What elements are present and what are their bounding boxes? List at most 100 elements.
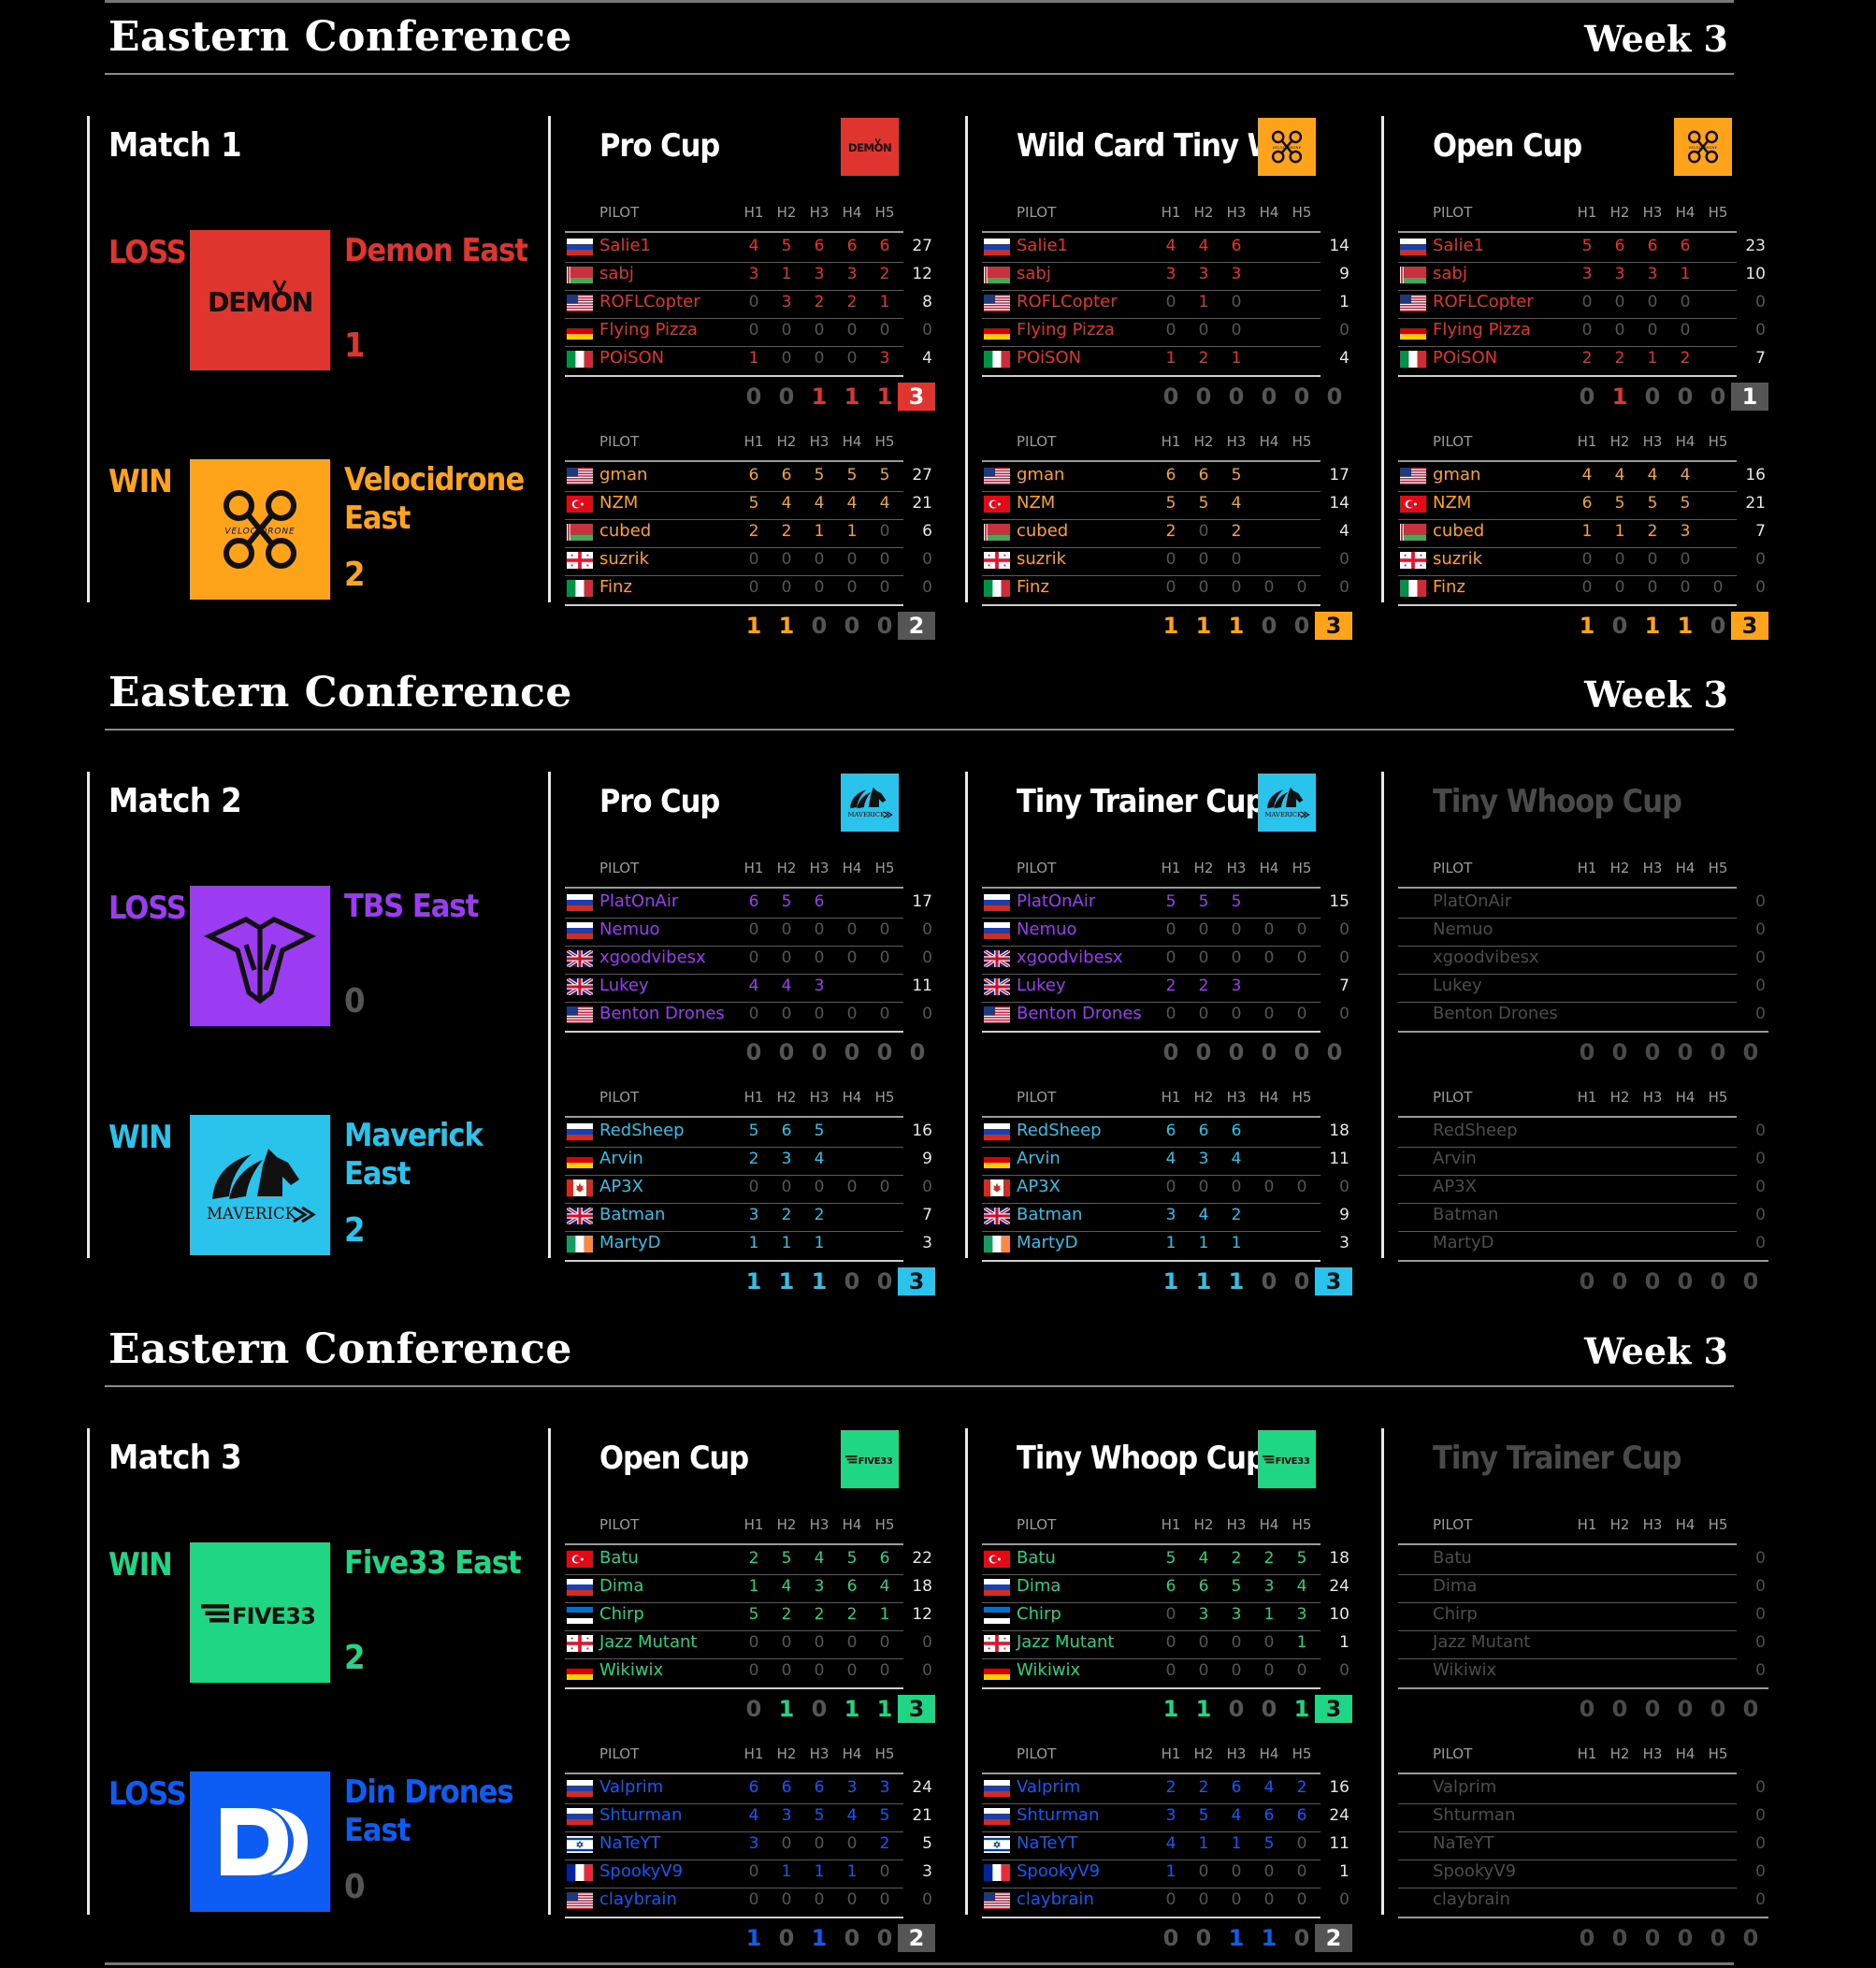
cup-score: 0 xyxy=(1742,1268,1759,1295)
heat-points: 3 xyxy=(814,265,825,283)
row-divider xyxy=(565,1231,903,1232)
total-points: 12 xyxy=(912,265,932,283)
pilot-name: Wikiwix xyxy=(1017,1660,1081,1680)
heat-column-header: H1 xyxy=(743,1516,764,1533)
row-divider xyxy=(1398,491,1737,492)
pilot-name: POiSON xyxy=(1433,348,1498,368)
cup-score-box: 3 xyxy=(1315,612,1352,640)
heat-points: 1 xyxy=(814,522,825,541)
total-points: 17 xyxy=(1329,466,1349,485)
heat-points: 4 xyxy=(748,237,759,255)
total-points: 0 xyxy=(1339,920,1349,939)
row-divider xyxy=(565,918,903,919)
heat-points: 0 xyxy=(781,1661,792,1680)
team-score: 2 xyxy=(344,1639,366,1677)
cup-score-box: 3 xyxy=(1315,1695,1352,1723)
flag-by-icon xyxy=(984,267,1010,283)
pilot-column-header: PILOT xyxy=(1017,204,1057,221)
heat-points: 0 xyxy=(1263,1633,1275,1652)
total-points: 16 xyxy=(1329,1778,1349,1797)
heat-column-header: H4 xyxy=(842,1089,862,1106)
team-score: 1 xyxy=(344,326,366,365)
heat-points: 2 xyxy=(1165,977,1176,995)
heat-result: 1 xyxy=(1162,1696,1179,1722)
heat-points: 5 xyxy=(1198,494,1209,513)
flag-ru-icon xyxy=(984,894,1010,911)
heat-points: 4 xyxy=(879,1577,890,1596)
heat-column-header: H3 xyxy=(1226,860,1247,876)
column-divider xyxy=(87,1428,90,1915)
flag-ee-icon xyxy=(984,1607,1010,1624)
heat-result: 0 xyxy=(778,1925,795,1951)
svg-text:MAVERICK: MAVERICK xyxy=(1264,811,1302,818)
table-bottom-line xyxy=(1398,375,1737,377)
pilot-name: gman xyxy=(1433,465,1481,485)
heat-column-header: H1 xyxy=(1577,860,1597,876)
pilot-name: claybrain xyxy=(599,1889,677,1909)
heat-points: 4 xyxy=(1296,1577,1307,1596)
heat-points: 0 xyxy=(1263,1890,1275,1909)
cup-score: 0 xyxy=(1326,383,1343,410)
heat-points: 0 xyxy=(1263,948,1275,967)
heat-points: 0 xyxy=(1581,321,1593,340)
din-logo xyxy=(190,1772,330,1912)
heat-points: 3 xyxy=(1198,1605,1209,1624)
heat-points: 3 xyxy=(1680,522,1691,541)
total-points: 0 xyxy=(1755,1549,1766,1568)
heat-result: 1 xyxy=(811,383,828,410)
row-divider xyxy=(565,346,903,347)
pilot-name: Flying Pizza xyxy=(1017,320,1115,340)
total-points: 6 xyxy=(922,522,932,541)
heat-points: 3 xyxy=(781,1150,792,1168)
heat-points: 0 xyxy=(1680,293,1691,311)
pilot-name: Nemuo xyxy=(599,919,660,939)
heat-points: 1 xyxy=(1581,522,1593,541)
svg-text:FIVE33: FIVE33 xyxy=(1276,1456,1310,1467)
heat-points: 2 xyxy=(1165,1778,1176,1797)
pilot-name: Flying Pizza xyxy=(599,320,698,340)
heat-points: 5 xyxy=(814,466,825,485)
row-divider xyxy=(565,1147,903,1148)
row-divider xyxy=(565,1859,903,1860)
heat-points: 5 xyxy=(1165,892,1176,911)
heat-points: 1 xyxy=(781,1234,792,1252)
heat-result: 0 xyxy=(1162,1925,1179,1951)
flag-ru-icon xyxy=(567,239,593,255)
table-header-line xyxy=(565,1773,903,1774)
table-bottom-line xyxy=(982,1687,1320,1689)
total-points: 14 xyxy=(1329,237,1349,255)
cup-score-box: 3 xyxy=(1731,612,1768,640)
table-bottom-line xyxy=(565,604,903,606)
heat-points: 0 xyxy=(1231,920,1242,939)
total-points: 11 xyxy=(1329,1150,1349,1168)
total-points: 0 xyxy=(1755,578,1766,597)
heat-points: 0 xyxy=(1231,1178,1242,1196)
flag-ge-icon xyxy=(984,1635,1010,1652)
heat-points: 4 xyxy=(1198,1206,1209,1224)
heat-points: 0 xyxy=(879,1862,890,1881)
flag-gb-icon xyxy=(982,977,1012,997)
five33-cup-logo: FIVE33 xyxy=(1258,1430,1316,1488)
heat-points: 0 xyxy=(1581,578,1593,597)
heat-points: 4 xyxy=(814,1549,825,1568)
flag-it-icon xyxy=(1400,580,1426,597)
heat-result: 0 xyxy=(876,1925,893,1951)
heat-result: 1 xyxy=(778,1268,795,1295)
bottom-border xyxy=(105,1962,1734,1965)
column-divider xyxy=(548,1428,551,1915)
cup-score-box: 3 xyxy=(898,383,935,411)
row-divider xyxy=(1398,918,1737,919)
column-divider xyxy=(965,772,968,1258)
heat-column-header: H2 xyxy=(1609,1745,1630,1762)
row-divider xyxy=(565,318,903,319)
heat-points: 6 xyxy=(748,466,759,485)
flag-it-icon xyxy=(567,351,593,368)
pilot-name: Chirp xyxy=(599,1604,644,1624)
heat-points: 1 xyxy=(814,1862,825,1881)
table-header-line xyxy=(565,231,903,233)
pilot-column-header: PILOT xyxy=(1433,1089,1473,1106)
heat-result: 0 xyxy=(1261,613,1277,639)
table-bottom-line xyxy=(982,375,1320,377)
table-bottom-line xyxy=(1398,1260,1768,1262)
flag-ru-icon xyxy=(984,922,1010,939)
